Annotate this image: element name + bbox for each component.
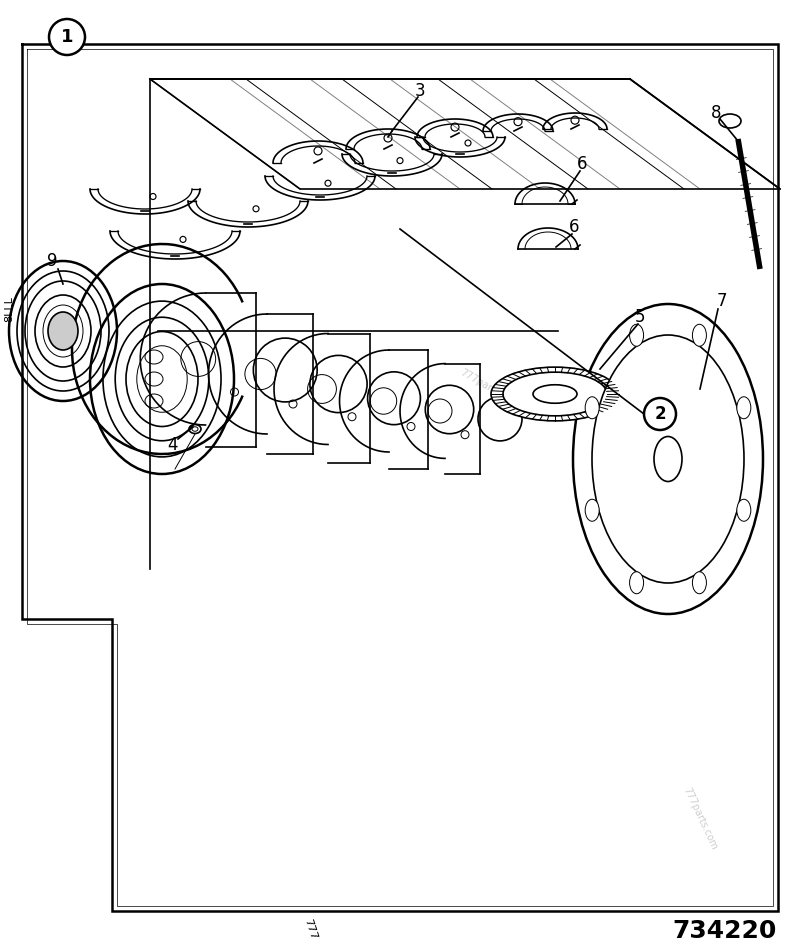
- Ellipse shape: [592, 335, 744, 583]
- Circle shape: [49, 19, 85, 55]
- Ellipse shape: [573, 304, 763, 614]
- Text: 9: 9: [46, 252, 58, 270]
- Ellipse shape: [533, 384, 577, 403]
- Ellipse shape: [585, 397, 599, 419]
- Text: 777: 777: [302, 918, 318, 940]
- Ellipse shape: [737, 499, 751, 521]
- Ellipse shape: [737, 397, 751, 419]
- Text: 777parts.com: 777parts.com: [681, 786, 719, 852]
- Ellipse shape: [693, 571, 706, 594]
- Text: 6: 6: [577, 155, 587, 173]
- Text: 734220: 734220: [673, 919, 777, 943]
- Ellipse shape: [654, 437, 682, 481]
- Ellipse shape: [693, 325, 706, 346]
- Circle shape: [644, 398, 676, 430]
- Ellipse shape: [585, 499, 599, 521]
- Ellipse shape: [503, 372, 607, 416]
- Text: 777parts.com: 777parts.com: [458, 367, 522, 410]
- Ellipse shape: [491, 367, 619, 420]
- Text: 7: 7: [717, 292, 727, 310]
- Text: 8LLL: 8LLL: [4, 296, 14, 322]
- Text: 5: 5: [634, 308, 646, 326]
- Ellipse shape: [630, 571, 643, 594]
- Ellipse shape: [719, 114, 741, 128]
- Text: 4: 4: [166, 436, 178, 454]
- Text: 2: 2: [654, 405, 666, 423]
- Text: 3: 3: [414, 82, 426, 100]
- Text: 6: 6: [569, 218, 579, 236]
- Ellipse shape: [630, 325, 643, 346]
- Ellipse shape: [48, 312, 78, 350]
- Text: 8: 8: [710, 104, 722, 122]
- Text: 1: 1: [61, 28, 74, 46]
